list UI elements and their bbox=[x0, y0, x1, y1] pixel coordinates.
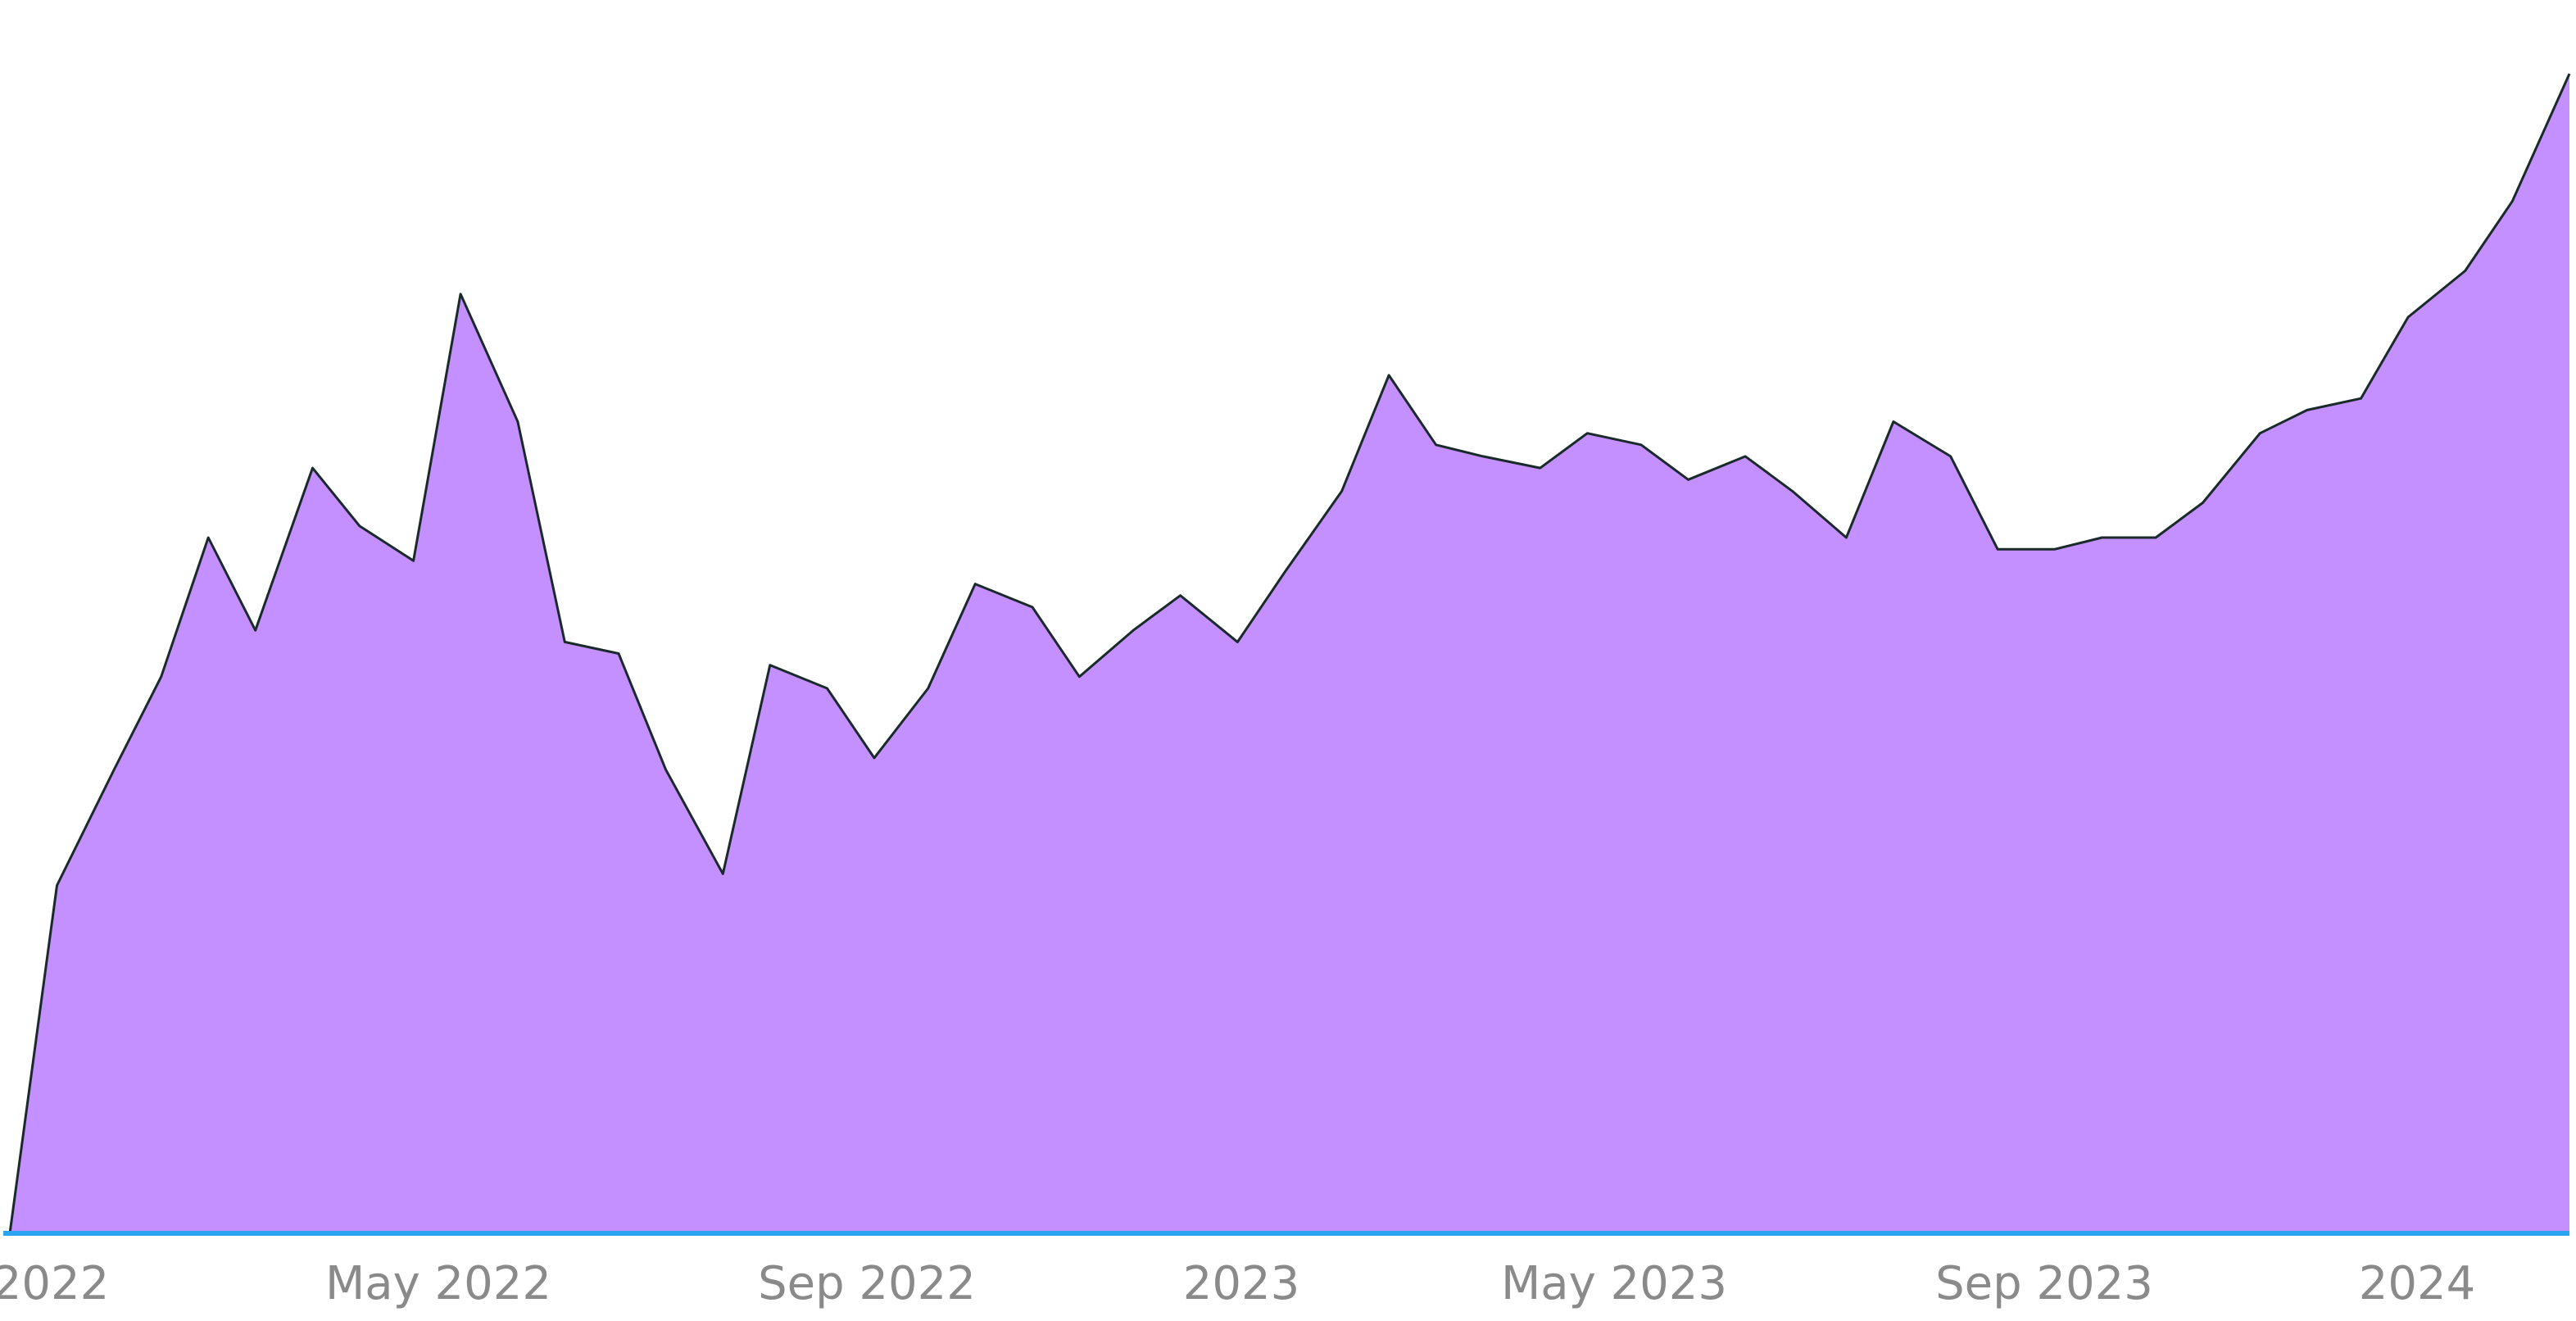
x-tick-label: Sep 2022 bbox=[758, 1257, 976, 1310]
x-tick-label: May 2023 bbox=[1501, 1257, 1727, 1310]
x-axis: 2022 May 2022 Sep 2022 2023 May 2023 Sep 2023… bbox=[0, 1231, 2569, 1310]
x-tick-label: May 2022 bbox=[325, 1257, 551, 1310]
x-tick-label: 2022 bbox=[0, 1257, 109, 1310]
x-tick-label: 2023 bbox=[1183, 1257, 1300, 1310]
x-tick-label: Sep 2023 bbox=[1935, 1257, 2153, 1310]
x-tick-label: 2024 bbox=[2359, 1257, 2476, 1310]
series-line bbox=[8, 73, 2571, 1234]
area-series bbox=[10, 74, 2569, 1233]
plot-area bbox=[8, 73, 2571, 1234]
